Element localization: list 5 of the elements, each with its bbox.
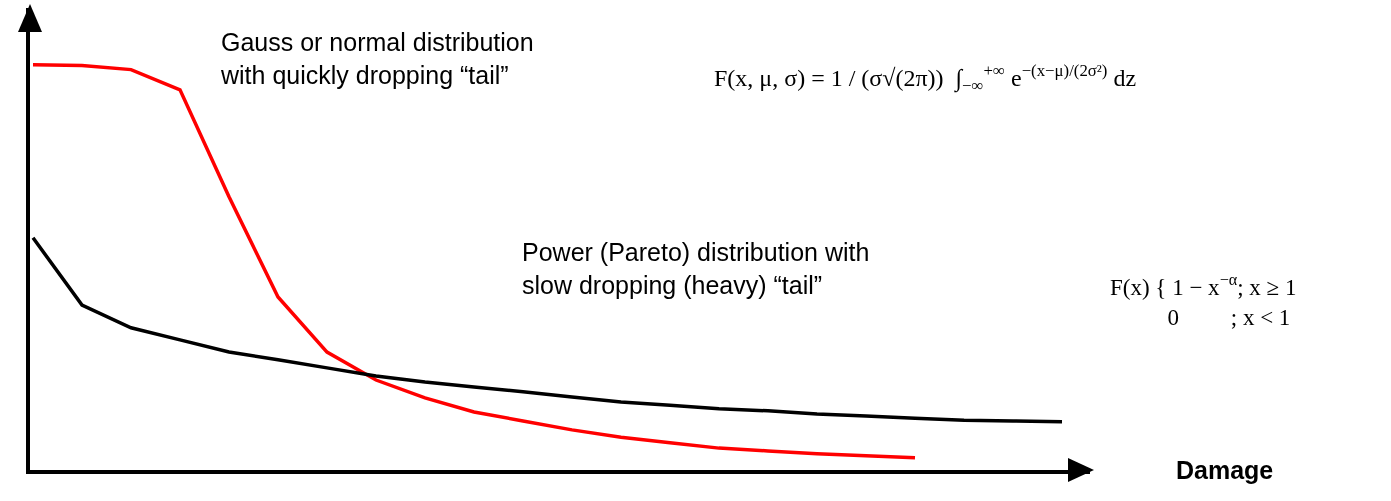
annotation: F(x, μ, σ) = 1 / (σ√(2π)) ∫$_{−∞}$$^{+∞}$ e$^{−(x−μ)/(2σ²)}$ dz — [714, 61, 1137, 96]
annotation: Gauss or normal distribution with quickly dropping “tail” — [220, 28, 534, 89]
annotation: Power (Pareto) distribution with slow dropping (heavy) “tail” — [522, 238, 870, 299]
text: F(x) { 1 − x$^{−α}$; x ≥ 1 0 ; x < 1 — [1110, 271, 1297, 330]
x-axis-title: Damage — [1176, 456, 1274, 484]
